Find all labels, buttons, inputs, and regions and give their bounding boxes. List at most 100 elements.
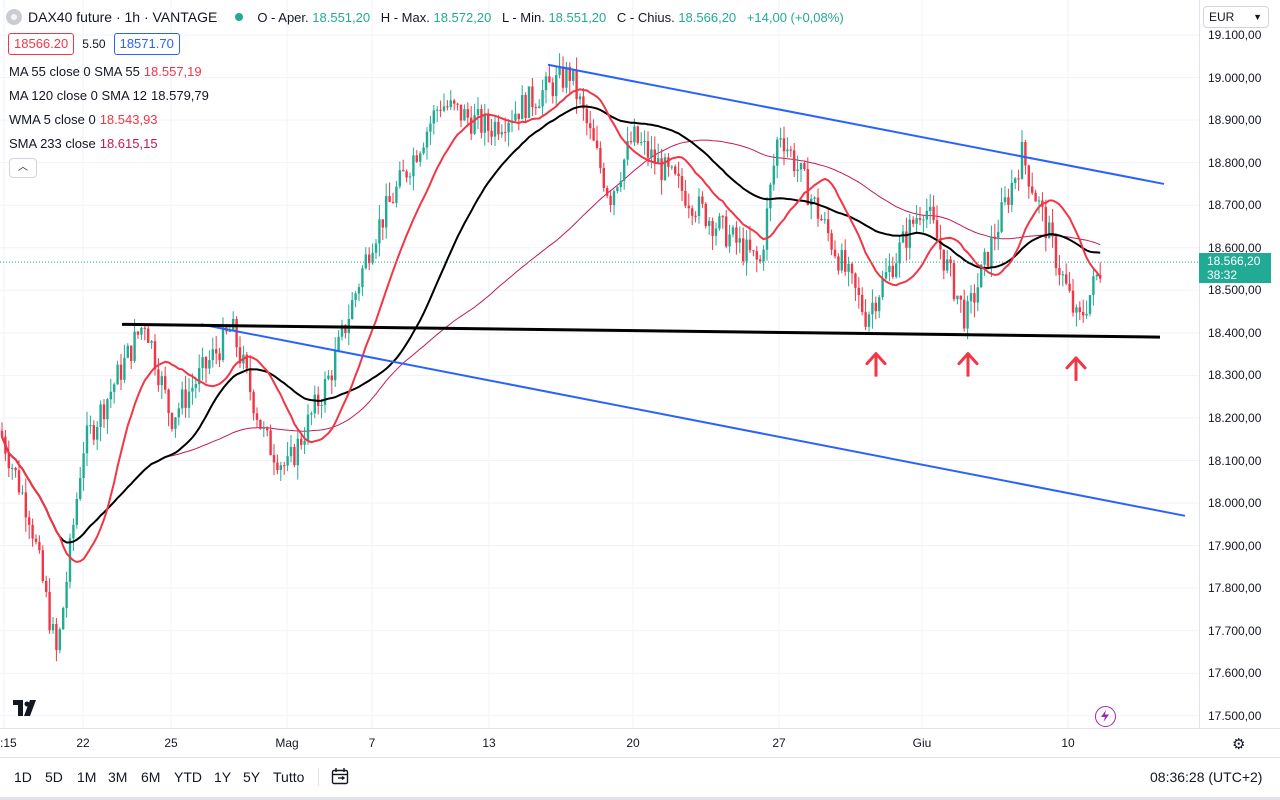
candle-body	[218, 353, 221, 361]
candle-body	[592, 128, 595, 141]
candle-body	[323, 379, 327, 405]
candle-body	[354, 293, 357, 301]
candle-body	[922, 219, 925, 221]
candle-body	[544, 76, 548, 91]
time-axis[interactable]	[0, 728, 1280, 757]
time-tick: 20	[626, 736, 640, 750]
candle-body	[721, 216, 724, 218]
candle-body	[1071, 290, 1075, 313]
candle-body	[898, 242, 901, 264]
candle-body	[1078, 307, 1081, 313]
spread-value: 5.50	[82, 37, 106, 51]
candle-body	[24, 492, 27, 518]
range-button-5y[interactable]: 5Y	[243, 769, 261, 785]
candle-body	[997, 231, 1000, 240]
candle-body	[752, 250, 755, 252]
candle-body	[279, 465, 282, 471]
indicator-wma5[interactable]: WMA 5 close 0 18.543,93	[9, 110, 158, 130]
candle-body	[650, 149, 653, 158]
candle-body	[204, 357, 208, 369]
range-button-1d[interactable]: 1D	[14, 769, 32, 785]
candle-body	[198, 368, 201, 385]
range-button-1m[interactable]: 1M	[77, 769, 97, 785]
calendar-goto-icon[interactable]	[331, 767, 349, 785]
candle-body	[174, 417, 177, 429]
candle-body	[925, 210, 928, 220]
candle-body	[1058, 268, 1061, 275]
candle-body	[361, 268, 364, 288]
candle-body	[929, 206, 932, 211]
toolbar-divider	[318, 768, 319, 786]
symbol-legend[interactable]: DAX40 future · 1h · VANTAGE O - Aper. 18…	[6, 6, 851, 28]
candle-body	[272, 455, 276, 463]
candle-body	[697, 196, 701, 217]
buy-price-button[interactable]: 18571.70	[113, 33, 180, 55]
price-axis[interactable]	[1199, 0, 1280, 728]
time-tick: 25	[164, 736, 178, 750]
candle-body	[92, 425, 95, 440]
candle-body	[31, 524, 34, 539]
ma-red-path	[1, 88, 1101, 564]
candle-body	[459, 104, 463, 121]
gear-icon[interactable]: ⚙	[1232, 736, 1246, 753]
candle-body	[79, 478, 82, 499]
candle-body	[327, 375, 330, 380]
candle-body	[806, 169, 809, 206]
ohlc-values: O - Aper. 18.551,20 H - Max. 18.572,20 L…	[257, 9, 844, 25]
candle-body	[527, 86, 531, 118]
candle-body	[585, 108, 588, 124]
candle-body	[160, 376, 163, 386]
indicator-ma120[interactable]: MA 120 close 0 SMA 12 18.579,79	[9, 86, 209, 106]
candle-body	[283, 465, 286, 467]
range-button-ytd[interactable]: YTD	[174, 769, 202, 785]
up-arrow-icon	[865, 352, 887, 377]
candle-body	[351, 300, 354, 320]
range-button-6m[interactable]: 6M	[141, 769, 161, 785]
indicator-value: 18.557,19	[143, 64, 202, 79]
flash-icon[interactable]	[1095, 706, 1116, 727]
range-button-tutto[interactable]: Tutto	[273, 769, 305, 785]
candle-body	[96, 426, 99, 440]
clock-timezone[interactable]: 08:36:28 (UTC+2)	[1150, 769, 1263, 785]
time-tick: Mag	[275, 736, 299, 750]
sell-price-button[interactable]: 18566.20	[8, 33, 75, 55]
candle-body	[14, 467, 17, 471]
candle-body	[65, 581, 68, 608]
candle-body	[589, 123, 592, 129]
candle-body	[238, 347, 242, 364]
indicator-label: SMA 233 close	[9, 136, 96, 151]
currency-select[interactable]: EUR ▼	[1203, 6, 1269, 28]
candle-body	[422, 147, 425, 154]
range-button-5d[interactable]: 5D	[45, 769, 63, 785]
price-tick: 17.800,00	[1208, 581, 1262, 596]
candle-body	[371, 252, 374, 264]
chart-canvas[interactable]	[0, 0, 1199, 728]
price-tick: 18.400,00	[1208, 325, 1262, 340]
current-price-value: 18.566,20	[1207, 254, 1261, 268]
collapse-legend-button[interactable]: ︿	[9, 158, 37, 178]
indicator-ma55[interactable]: MA 55 close 0 SMA 55 18.557,19	[9, 62, 202, 82]
candle-body	[439, 109, 442, 111]
candle-body	[425, 131, 429, 148]
candle-body	[1048, 222, 1051, 239]
candle-body	[507, 122, 510, 133]
range-button-3m[interactable]: 3M	[108, 769, 128, 785]
candle-body	[1054, 236, 1058, 269]
symbol-title[interactable]: DAX40 future · 1h · VANTAGE	[28, 9, 218, 25]
candle-body	[177, 408, 180, 418]
tradingview-logo-icon[interactable]	[13, 700, 43, 716]
candle-body	[1020, 142, 1024, 179]
candle-body	[935, 220, 939, 239]
indicator-value: 18.543,93	[99, 112, 158, 127]
candle-body	[793, 150, 796, 172]
candle-body	[541, 90, 544, 107]
candle-body	[255, 413, 259, 420]
indicator-sma233[interactable]: SMA 233 close 18.615,15	[9, 134, 158, 154]
price-tick: 18.600,00	[1208, 240, 1262, 255]
indicator-label: MA 55 close 0 SMA 55	[9, 64, 140, 79]
candle-body	[762, 249, 765, 262]
candle-body	[1065, 274, 1068, 284]
candle-body	[215, 349, 218, 354]
indicator-value: 18.615,15	[99, 136, 158, 151]
range-button-1y[interactable]: 1Y	[214, 769, 232, 785]
